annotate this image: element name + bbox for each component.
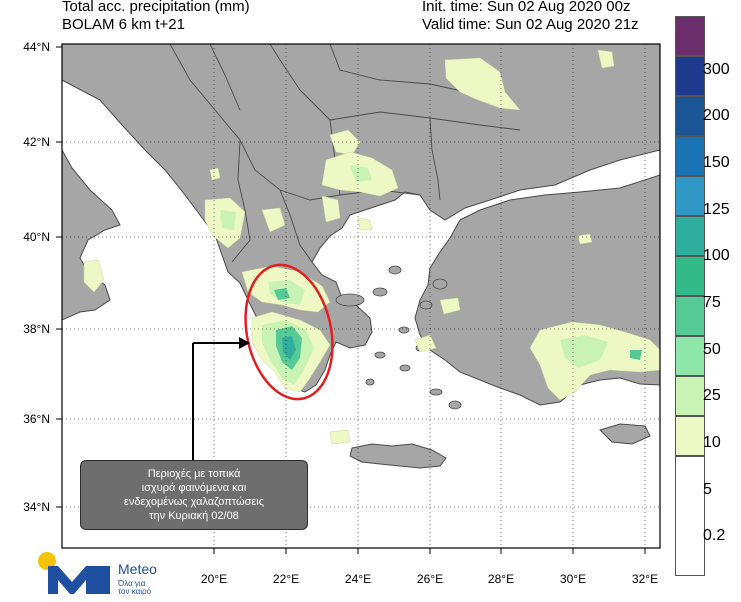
land-italy <box>62 148 121 321</box>
lon-label-26: 26°E <box>416 572 444 586</box>
lat-label-38: 38°N <box>23 322 50 336</box>
land-cyprus <box>599 423 651 445</box>
legend-swatch-5 <box>675 376 705 416</box>
annotation-line-3: ενδεχομένως χαλαζοπτώσεις <box>123 496 265 508</box>
lat-label-42: 42°N <box>23 135 50 149</box>
legend-label-10: 10 <box>703 434 721 451</box>
annotation-line-4: την Κυριακή 02/08 <box>149 510 239 522</box>
legend-label-200: 200 <box>703 107 730 124</box>
logo-tagline-line-1: Όλα για <box>118 579 146 588</box>
lat-label-40: 40°N <box>23 230 50 244</box>
annotation-line-2: ισχυρά φαινόμενα και <box>141 482 247 494</box>
legend-label-25: 25 <box>703 387 721 404</box>
precip-intense <box>282 336 296 360</box>
land-crete <box>349 443 447 469</box>
legend-label-50: 50 <box>703 341 721 358</box>
annotation-box: Περιοχές με τοπικά ισχυρά φαινόμενα και … <box>80 460 308 530</box>
legend-swatch-zero <box>675 456 705 576</box>
lat-label-44: 44°N <box>23 40 50 54</box>
logo-name: Meteo <box>118 561 157 577</box>
legend-swatch-200 <box>675 56 705 96</box>
highlight-ellipse <box>244 263 334 401</box>
legend-label-100: 100 <box>703 247 730 264</box>
valid-time: Valid time: Sun 02 Aug 2020 21z <box>422 16 639 33</box>
legend-swatch-25 <box>675 296 705 336</box>
lon-label-24: 24°E <box>344 572 372 586</box>
lon-label-32: 32°E <box>631 572 659 586</box>
pointer-arrow <box>192 342 240 460</box>
legend-swatch-300-plus <box>675 16 705 56</box>
legend-swatch-10 <box>675 336 705 376</box>
legend-swatch-0-2 <box>675 416 705 456</box>
legend-swatch-100 <box>675 176 705 216</box>
land-balkans <box>62 44 660 393</box>
lon-label-20: 20°E <box>200 572 228 586</box>
aegean-islands <box>335 265 462 410</box>
logo-tagline: Όλα για τον καιρό <box>118 580 151 596</box>
legend-label-150: 150 <box>703 154 730 171</box>
legend-label-5: 5 <box>703 481 712 498</box>
lat-label-34: 34°N <box>23 500 50 514</box>
lon-label-30: 30°E <box>559 572 587 586</box>
lon-label-22: 22°E <box>272 572 300 586</box>
legend-label-0-2: 0.2 <box>703 527 726 544</box>
logo-tagline-line-2: τον καιρό <box>118 587 152 596</box>
legend-swatch-150 <box>675 96 705 136</box>
chart-title: Total acc. precipitation (mm) <box>62 0 250 15</box>
legend-label-300: 300 <box>703 61 730 78</box>
graticule <box>62 44 660 548</box>
lon-label-28: 28°E <box>487 572 515 586</box>
annotation-line-1: Περιοχές με τοπικά <box>147 468 241 480</box>
legend-label-75: 75 <box>703 294 721 311</box>
arrow-head <box>239 337 250 349</box>
model-label: BOLAM 6 km t+21 <box>62 16 185 33</box>
legend-swatch-75 <box>675 216 705 256</box>
legend-label-125: 125 <box>703 201 730 218</box>
meteo-logo-icon <box>38 552 110 594</box>
map-frame <box>61 43 661 549</box>
axis-ticks <box>56 46 646 554</box>
legend-swatch-50 <box>675 256 705 296</box>
legend-swatch-125 <box>675 136 705 176</box>
lat-label-36: 36°N <box>23 412 50 426</box>
init-time: Init. time: Sun 02 Aug 2020 00z <box>422 0 631 15</box>
